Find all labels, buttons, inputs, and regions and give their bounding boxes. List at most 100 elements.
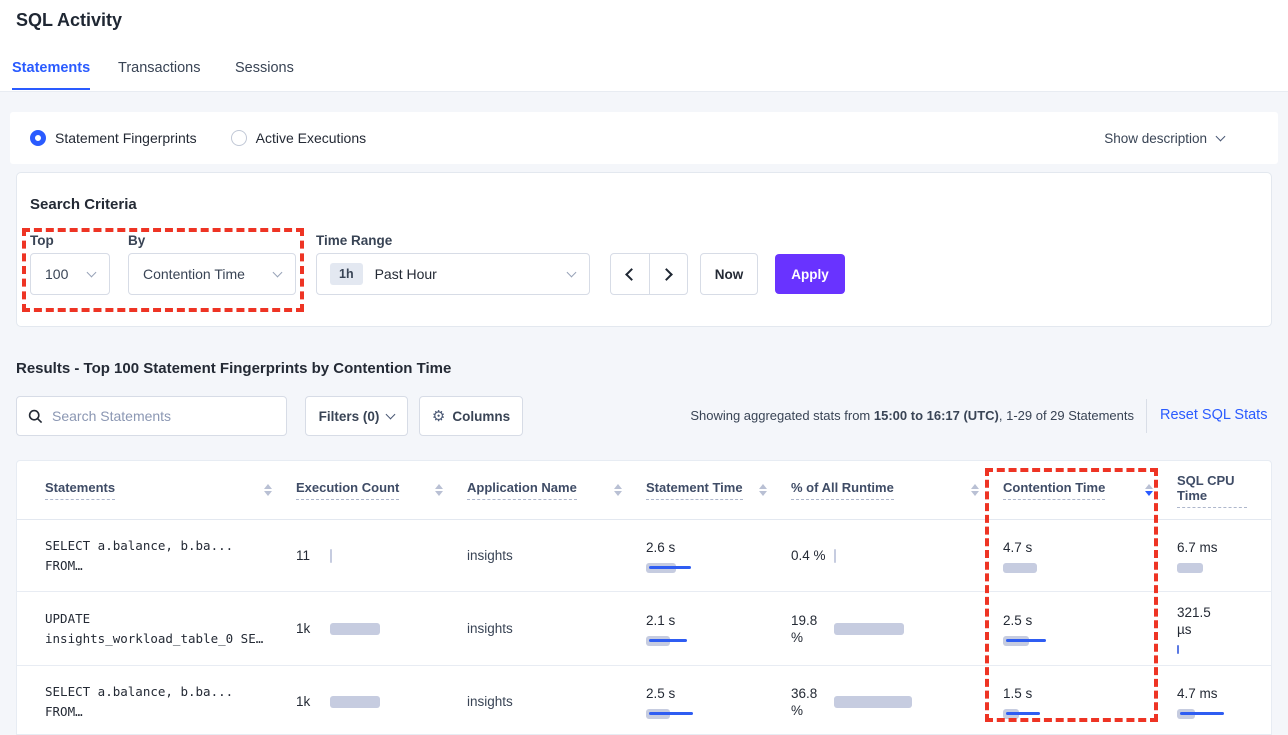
view-toggle-bar: Statement Fingerprints Active Executions… [10,112,1278,164]
page-title: SQL Activity [16,10,123,30]
tab-bar: Statements Transactions Sessions [0,56,1288,92]
execution-count-bar [330,622,380,635]
previous-time-button[interactable] [611,254,649,294]
execution-count-bar [330,548,332,563]
sort-icon[interactable] [971,483,979,497]
radio-selected-icon[interactable] [30,130,46,146]
column-header-sql-cpu-time[interactable]: SQL CPU Time [1177,473,1271,508]
show-description-label: Show description [1104,130,1207,146]
statement-time-bar [646,708,791,719]
aggregated-stats-text: Showing aggregated stats from 15:00 to 1… [690,408,1134,423]
application-name-cell: insights [467,548,513,563]
top-label: Top [30,233,54,248]
tab-statements[interactable]: Statements [12,60,91,90]
runtime-pct-cell: 19.8 % [791,612,1003,646]
filters-button[interactable]: Filters (0) [305,396,408,436]
sql-cpu-time-cell: 321.5 µs [1177,604,1271,654]
time-range-pager [610,253,688,295]
sql-cpu-time-bar [1177,708,1271,719]
time-range-select[interactable]: 1h Past Hour [316,253,590,295]
execution-count-bar [330,695,380,708]
radio-unselected-icon[interactable] [230,130,247,146]
contention-time-cell: 4.7 s [1003,539,1177,573]
table-header-row: Statements Execution Count Application N… [17,461,1271,520]
chevron-down-icon [272,267,283,277]
sql-cpu-time-bar [1177,562,1271,573]
radio-statement-fingerprints[interactable]: Statement Fingerprints [30,130,197,146]
tab-sessions[interactable]: Sessions [235,60,294,76]
table-row: UPDATE insights_workload_table_0 SE… 1k i… [17,592,1271,666]
by-select-value: Contention Time [143,266,245,282]
table-row: SELECT a.balance, b.ba... FROM… 1k insigh… [17,666,1271,734]
column-header-statement-time[interactable]: Statement Time [646,480,791,500]
column-header-statements[interactable]: Statements [45,480,296,500]
sql-cpu-time-bar [1177,644,1271,654]
radio-label: Active Executions [255,130,367,146]
chevron-right-icon [659,267,673,281]
sort-icon[interactable] [435,483,443,497]
time-range-value: Past Hour [374,266,437,282]
column-header-execution-count[interactable]: Execution Count [296,480,467,500]
search-statements-input[interactable] [52,408,262,424]
statement-time-cell: 2.1 s [646,612,791,646]
sort-icon[interactable] [1145,483,1153,497]
tab-transactions[interactable]: Transactions [118,60,201,76]
statement-link[interactable]: SELECT a.balance, b.ba... FROM… [45,683,234,719]
chevron-down-icon [385,409,396,420]
sort-icon[interactable] [614,483,622,497]
sort-icon[interactable] [264,483,272,497]
radio-active-executions[interactable]: Active Executions [230,130,367,146]
stats-time-range: 15:00 to 16:17 (UTC) [873,408,999,423]
sql-cpu-time-cell: 4.7 ms [1177,685,1271,719]
time-range-label: Time Range [316,233,393,248]
top-select-value: 100 [45,266,69,282]
search-icon [28,409,43,423]
contention-time-bar [1003,562,1177,573]
column-header-runtime-pct[interactable]: % of All Runtime [791,480,1003,500]
column-header-application-name[interactable]: Application Name [467,480,646,500]
sort-icon[interactable] [759,483,767,497]
chevron-left-icon [625,267,639,281]
time-range-badge: 1h [330,263,363,285]
statement-time-cell: 2.6 s [646,539,791,573]
columns-button[interactable]: ⚙ Columns [419,396,523,436]
statement-link[interactable]: SELECT a.balance, b.ba... FROM… [45,537,234,573]
statement-time-bar [646,562,791,573]
statement-time-cell: 2.5 s [646,685,791,719]
by-select[interactable]: Contention Time [128,253,296,295]
gear-icon: ⚙ [431,408,446,425]
application-name-cell: insights [467,694,513,709]
runtime-pct-cell: 36.8 % [791,685,1003,719]
top-select[interactable]: 100 [30,253,110,295]
reset-sql-stats-link[interactable]: Reset SQL Stats [1160,407,1268,423]
contention-time-bar [1003,708,1177,719]
divider [1146,399,1147,433]
chevron-down-icon [566,267,577,277]
search-criteria-card [16,172,1272,327]
sql-cpu-time-cell: 6.7 ms [1177,539,1271,573]
apply-button[interactable]: Apply [775,254,845,294]
contention-time-cell: 2.5 s [1003,612,1177,646]
results-heading: Results - Top 100 Statement Fingerprints… [16,360,452,377]
runtime-pct-bar [834,622,904,635]
statements-table: Statements Execution Count Application N… [16,460,1272,735]
radio-label: Statement Fingerprints [55,130,197,146]
execution-count-cell: 11 [296,548,467,563]
columns-label: Columns [452,408,511,424]
table-row: SELECT a.balance, b.ba... FROM… 11 insigh… [17,520,1271,592]
runtime-pct-bar [834,548,836,563]
show-description-toggle[interactable]: Show description [1104,130,1226,146]
by-label: By [128,233,146,248]
execution-count-cell: 1k [296,694,467,709]
execution-count-cell: 1k [296,621,467,636]
contention-time-cell: 1.5 s [1003,685,1177,719]
next-time-button[interactable] [648,254,688,294]
contention-time-bar [1003,635,1177,646]
statement-link[interactable]: UPDATE insights_workload_table_0 SE… [45,610,264,646]
column-header-contention-time[interactable]: Contention Time [1003,480,1177,500]
runtime-pct-bar [834,695,912,708]
chevron-down-icon [1215,131,1226,141]
chevron-down-icon [86,267,97,277]
now-button[interactable]: Now [700,253,758,295]
filters-label: Filters (0) [318,408,380,424]
